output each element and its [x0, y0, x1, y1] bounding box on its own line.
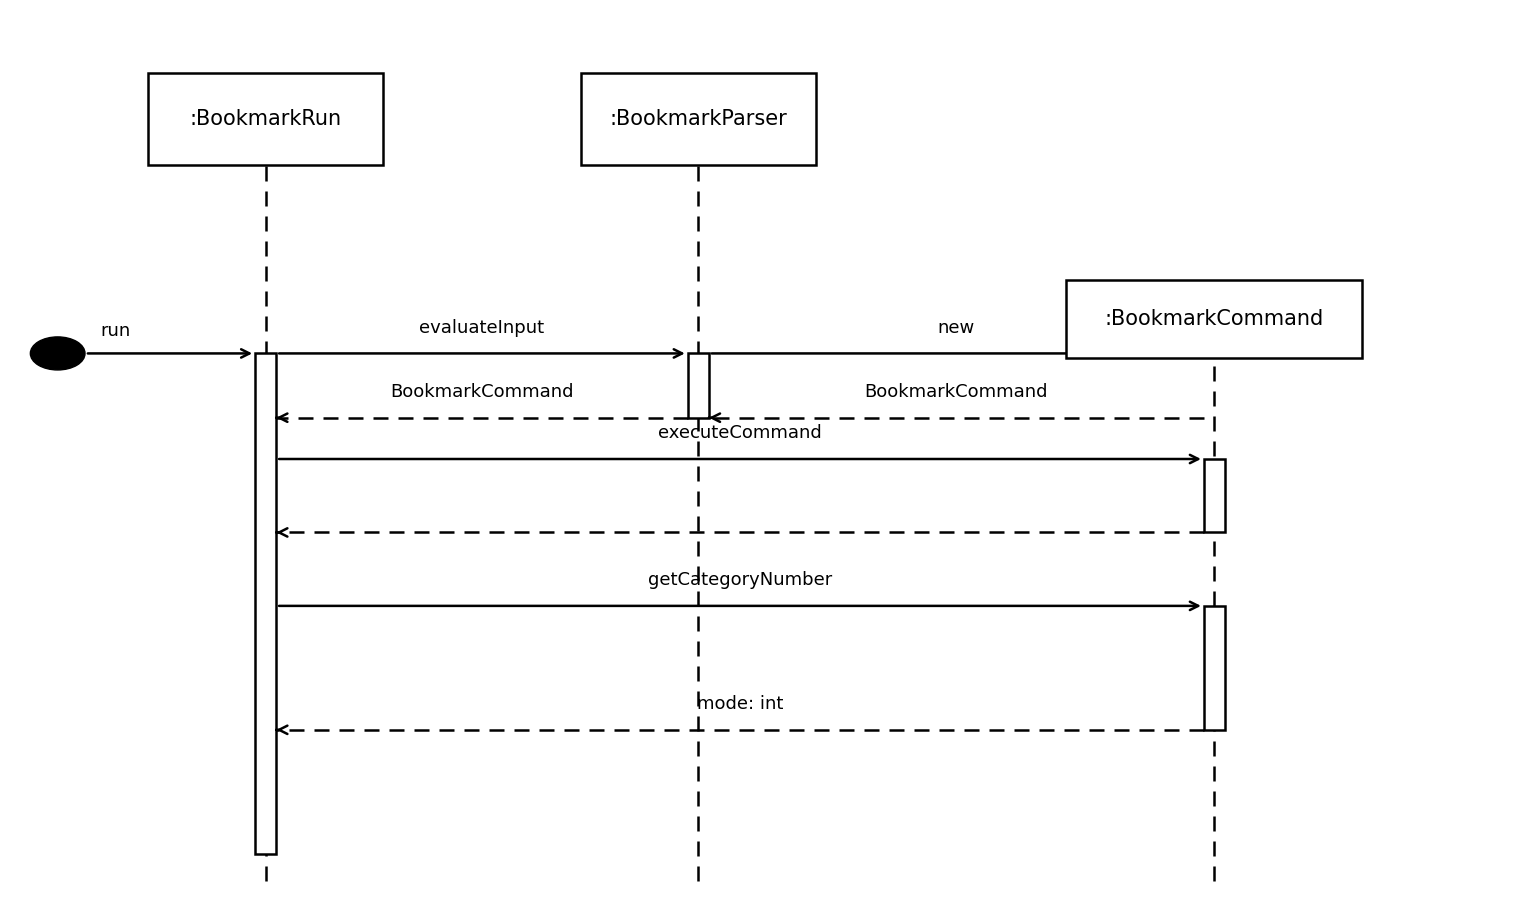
- Text: :BookmarkRun: :BookmarkRun: [190, 109, 342, 129]
- Circle shape: [30, 337, 85, 370]
- Bar: [580, 73, 817, 165]
- Text: new: new: [938, 319, 975, 337]
- Text: mode: int: mode: int: [697, 695, 783, 713]
- Text: run: run: [100, 321, 131, 340]
- Text: BookmarkCommand: BookmarkCommand: [390, 383, 574, 401]
- Bar: [1204, 459, 1225, 532]
- Text: :BookmarkParser: :BookmarkParser: [609, 109, 788, 129]
- Text: executeCommand: executeCommand: [659, 424, 821, 442]
- Bar: [255, 353, 276, 854]
- Bar: [1066, 280, 1363, 358]
- Bar: [688, 353, 709, 418]
- Bar: [149, 73, 384, 165]
- Text: evaluateInput: evaluateInput: [419, 319, 545, 337]
- Text: BookmarkCommand: BookmarkCommand: [865, 383, 1047, 401]
- Text: :BookmarkCommand: :BookmarkCommand: [1105, 309, 1324, 329]
- Text: getCategoryNumber: getCategoryNumber: [648, 571, 832, 589]
- Bar: [1204, 606, 1225, 730]
